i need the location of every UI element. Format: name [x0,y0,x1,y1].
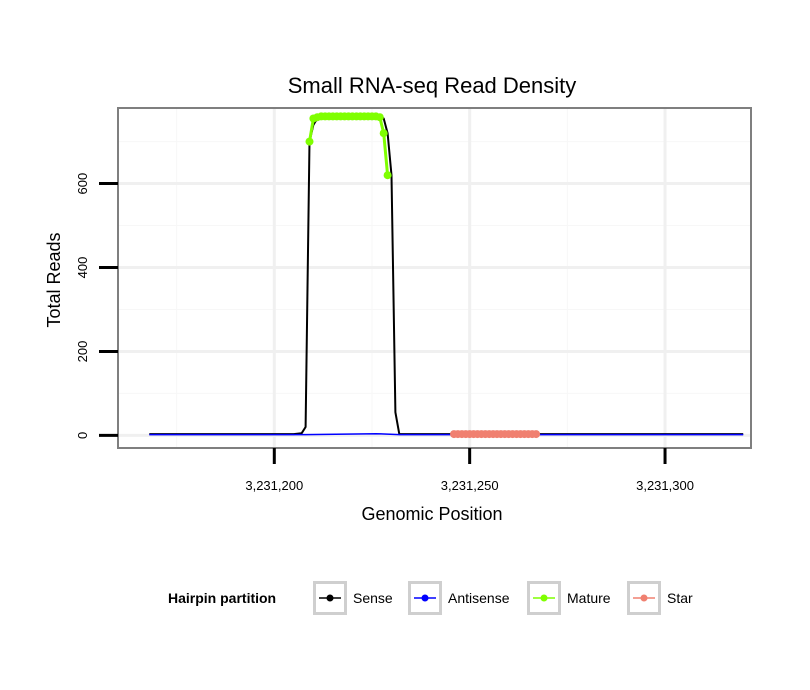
legend: Hairpin partition Sense Antisense Mature Sta… [168,581,693,615]
legend-dot-mature [540,594,548,602]
legend-dot-star [640,594,648,602]
plot-area [117,107,752,449]
y-tick-label: 400 [75,257,90,279]
plot-border [117,107,752,449]
data-point-mature [375,113,384,122]
y-tick-label: 600 [75,173,90,195]
legend-label-antisense: Antisense [448,590,510,606]
y-tick-label: 200 [75,341,90,363]
legend-title: Hairpin partition [168,590,276,606]
legend-dot-antisense [421,594,429,602]
y-axis-title: Total Reads [44,232,64,327]
x-tick-label: 3,231,300 [636,478,694,493]
data-point-mature [379,129,388,138]
data-point-mature [383,171,392,180]
legend-label-star: Star [667,590,693,606]
x-tick-label: 3,231,250 [441,478,499,493]
x-axis-title: Genomic Position [361,504,502,524]
legend-label-sense: Sense [353,590,393,606]
legend-label-mature: Mature [567,590,611,606]
x-axis: 3,231,200 3,231,250 3,231,300 [245,448,694,493]
data-point-mature [305,137,314,146]
legend-dot-sense [326,594,334,602]
x-tick-label: 3,231,200 [245,478,303,493]
plot-background [118,108,751,448]
y-axis: 0 200 400 600 [75,173,118,439]
y-tick-label: 0 [75,432,90,439]
chart-title: Small RNA-seq Read Density [288,73,577,98]
data-point-star [532,430,541,439]
